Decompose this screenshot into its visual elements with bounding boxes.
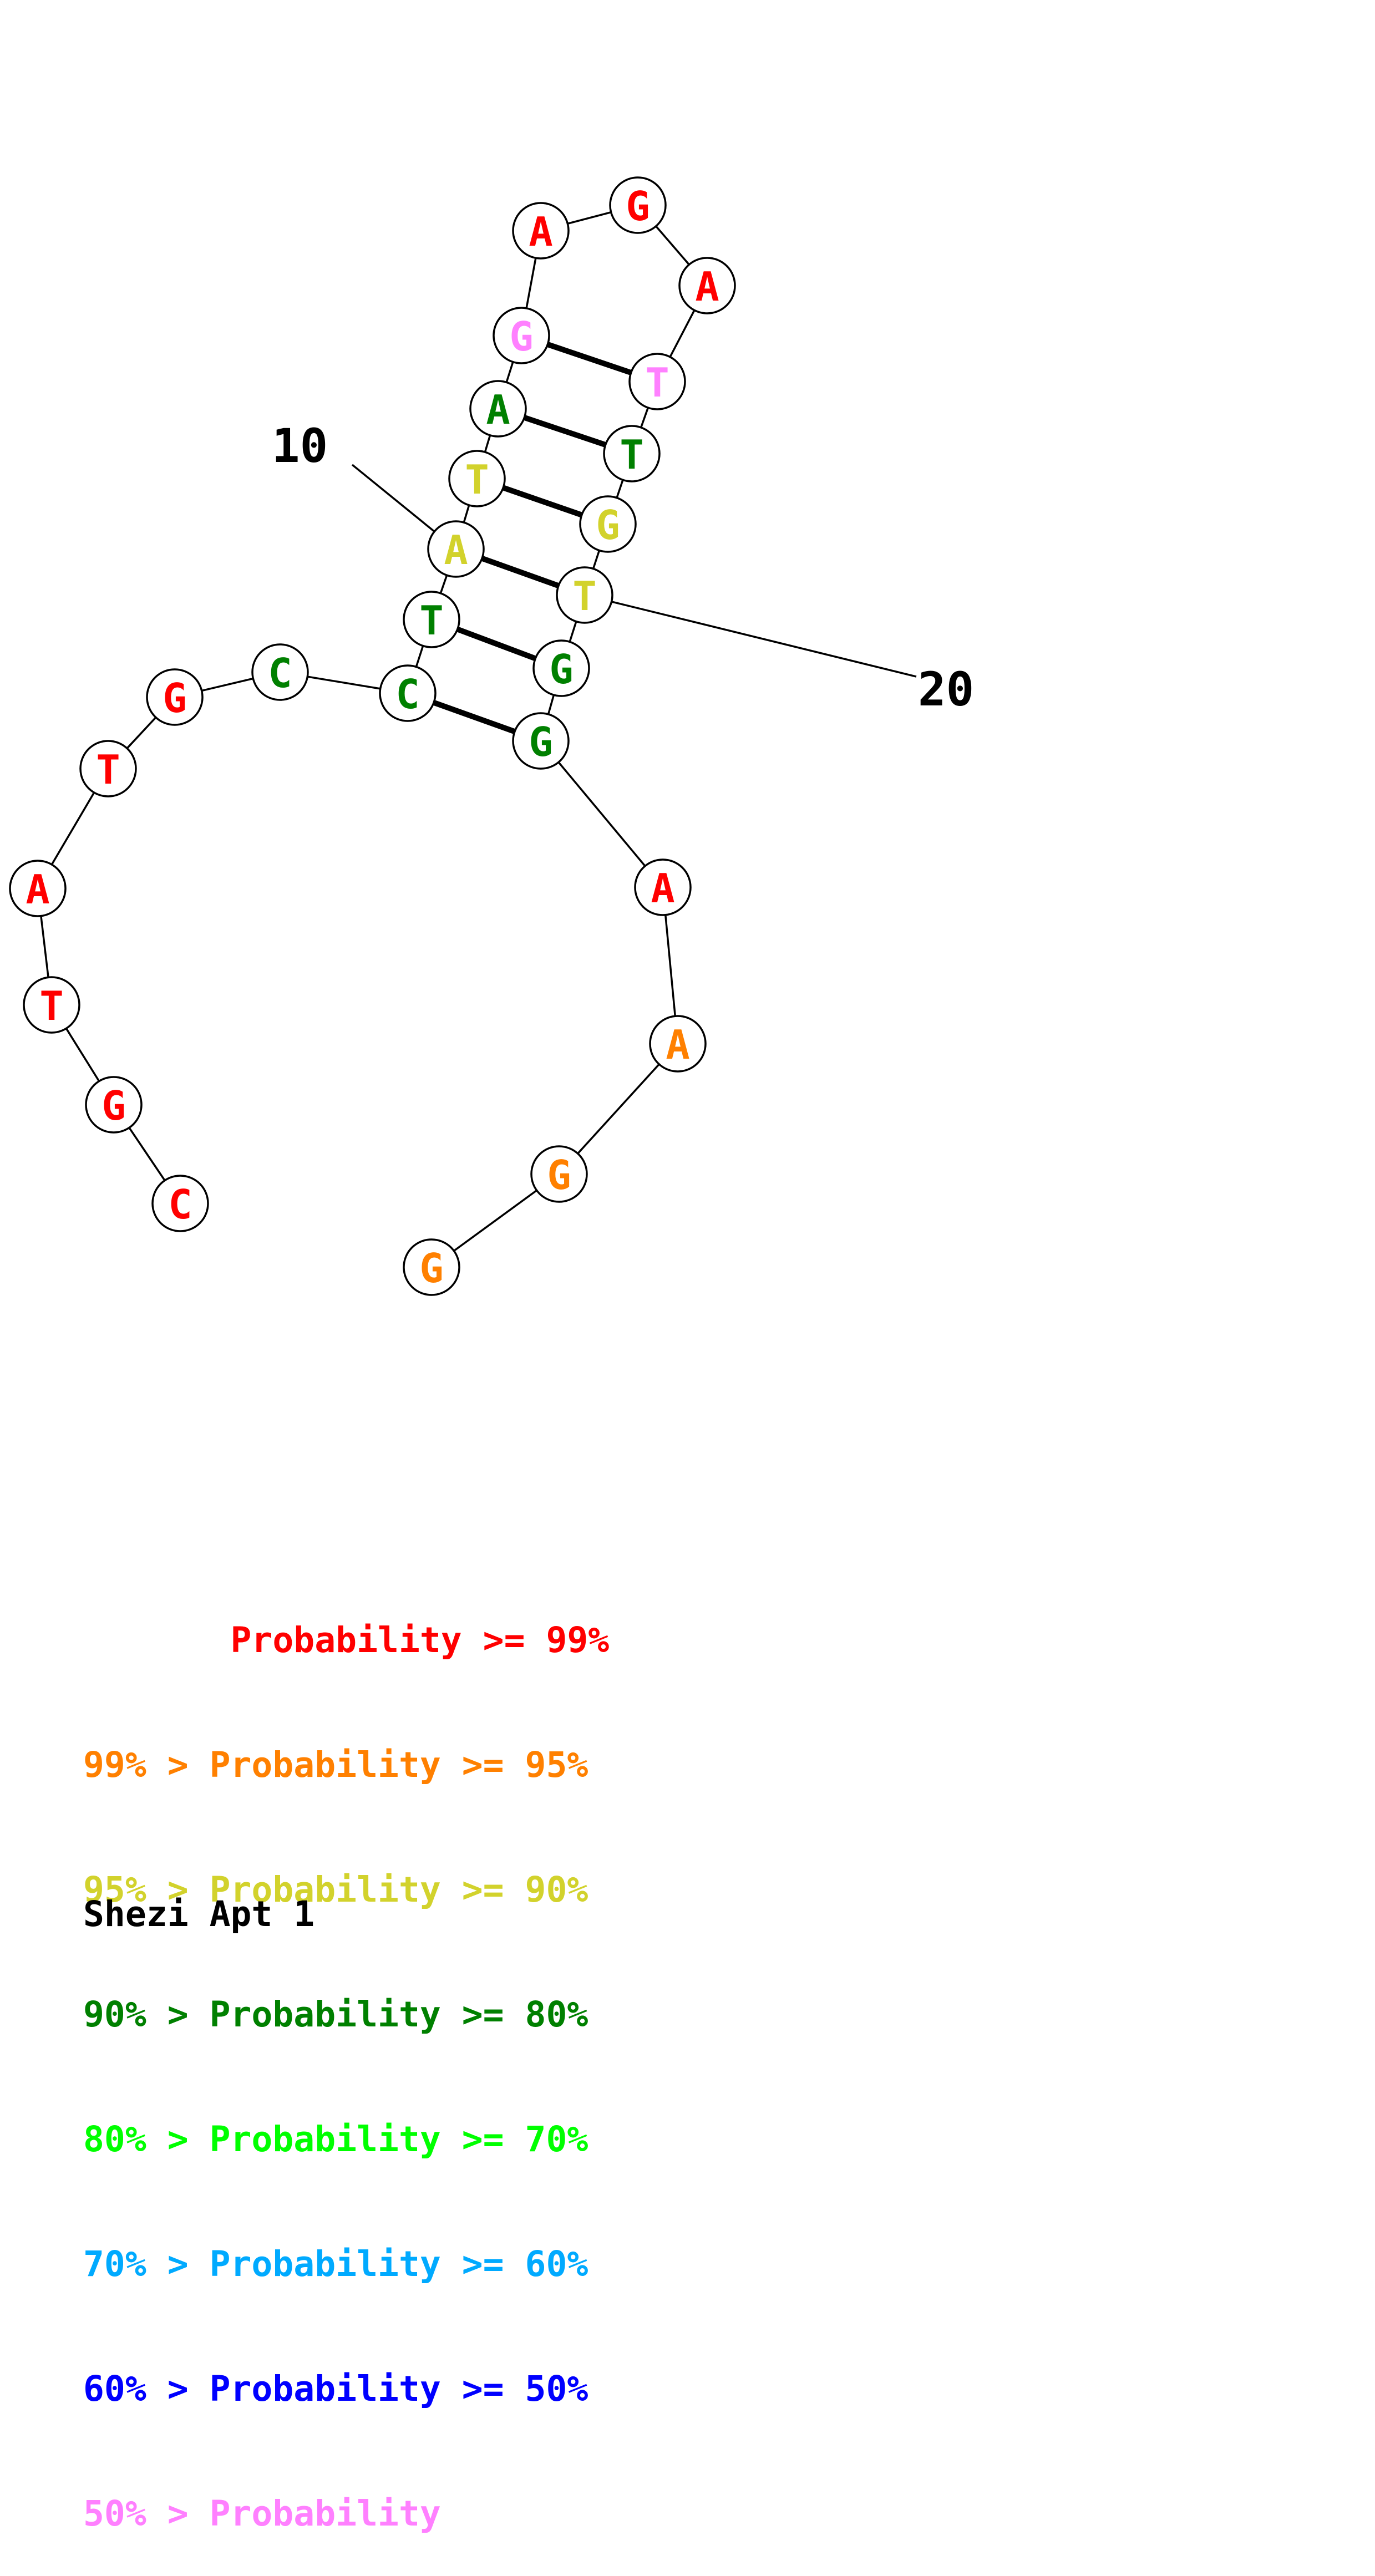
nucleotide-base: G [626, 183, 650, 230]
nucleotide-circle [678, 257, 736, 314]
nucleotide-circle [79, 740, 137, 797]
nucleotide-circle [649, 1015, 707, 1073]
nucleotide-base: A [651, 865, 674, 912]
nucleotide-circle [403, 591, 460, 648]
nucleotide-circle [379, 664, 437, 722]
nucleotide-5: T [79, 740, 137, 797]
legend-entry: 60% > Probability >= 50% [83, 2369, 588, 2409]
nucleotide-4: A [9, 860, 67, 917]
nucleotide-21: G [532, 639, 590, 697]
nucleotide-circle [634, 858, 692, 916]
nucleotide-base: A [529, 209, 552, 255]
nucleotide-base: A [695, 263, 719, 310]
backbone-link [540, 740, 664, 888]
nucleotide-3: T [23, 976, 80, 1034]
nucleotide-base: G [529, 719, 552, 765]
nucleotide-circle [493, 307, 550, 364]
nucleotide-19: G [579, 495, 637, 553]
nucleotide-22: G [512, 712, 570, 770]
nucleotide-base: G [419, 1245, 443, 1292]
nucleotide-10: A [427, 520, 485, 578]
nucleotide-8: C [379, 664, 437, 722]
nucleotide-circle [448, 450, 506, 507]
nucleotide-circle [530, 1145, 588, 1203]
nucleotide-16: A [678, 257, 736, 314]
diagram-title: Shezi Apt 1 [83, 1894, 315, 1934]
probability-legend: Probability >= 99% 99% > Probability >= … [83, 1536, 609, 2576]
nucleotide-circle [251, 643, 309, 701]
nucleotide-circle [469, 380, 527, 438]
nucleotide-25: G [530, 1145, 588, 1203]
nucleotide-11: T [448, 450, 506, 507]
nucleotide-base: G [509, 313, 533, 360]
nucleotide-base: T [465, 456, 489, 503]
nucleotide-14: A [512, 202, 570, 260]
nucleotide-circle [628, 353, 686, 410]
position-label-leader [584, 594, 917, 678]
legend-entry: 95% > Probability >= 90% [83, 1869, 588, 1910]
nucleotide-base: C [168, 1181, 192, 1228]
nucleotide-15: G [609, 176, 667, 234]
nucleotide-1: C [151, 1175, 209, 1232]
nucleotide-circle [579, 495, 637, 553]
nucleotide-circle [532, 639, 590, 697]
nucleotide-base: T [620, 431, 643, 478]
nucleotide-base: C [268, 650, 292, 697]
legend-entry: 90% > Probability >= 80% [83, 1994, 588, 2035]
nucleotide-circle [512, 202, 570, 260]
nucleotide-circle [556, 566, 613, 624]
nucleotide-base: A [26, 866, 49, 913]
nucleotide-18: T [603, 425, 661, 482]
legend-entry: 80% > Probability >= 70% [83, 2119, 588, 2160]
legend-entry: Probability >= 99% [83, 1620, 610, 1660]
position-label: 20 [918, 662, 974, 717]
legend-entry: 50% > Probability [83, 2493, 441, 2534]
nucleotide-6: G [146, 668, 204, 726]
nucleotide-base: A [666, 1022, 689, 1068]
nucleotide-base: T [572, 573, 596, 619]
nucleotide-circle [9, 860, 67, 917]
nucleotide-circle [512, 712, 570, 770]
legend-entry: 70% > Probability >= 60% [83, 2244, 588, 2284]
nucleotide-base: G [596, 502, 620, 548]
nucleotide-26: G [403, 1238, 460, 1296]
nucleotide-circle [85, 1076, 143, 1134]
position-labels: 10 20 [272, 419, 974, 717]
backbone-link [558, 1043, 679, 1175]
nucleotide-base: G [549, 646, 573, 693]
nucleotide-20: T [556, 566, 613, 624]
nucleotide-17: T [628, 353, 686, 410]
nucleotide-base: A [486, 387, 510, 433]
nucleotide-circle [403, 1238, 460, 1296]
nucleotide-base: G [102, 1083, 125, 1129]
nucleotide-base: T [645, 359, 669, 406]
nucleotide-base: G [547, 1152, 571, 1198]
nucleotide-13: G [493, 307, 550, 364]
nucleotide-circle [146, 668, 204, 726]
nucleotide-7: C [251, 643, 309, 701]
nucleotide-base: C [395, 671, 419, 718]
nucleotide-circle [427, 520, 485, 578]
nucleotide-23: A [634, 858, 692, 916]
legend-entry: 99% > Probability >= 95% [83, 1745, 588, 1785]
nucleotide-circle [609, 176, 667, 234]
nucleotide-base: T [96, 746, 120, 793]
nucleotide-base: G [163, 675, 186, 722]
nucleotide-base: A [444, 527, 468, 573]
nucleotide-circle [151, 1175, 209, 1232]
nucleotide-circle [603, 425, 661, 482]
nucleotide-12: A [469, 380, 527, 438]
nucleotide-circle [23, 976, 80, 1034]
position-label: 10 [272, 419, 328, 473]
nucleotide-base: T [419, 597, 443, 644]
nucleotide-2: G [85, 1076, 143, 1134]
nucleotide-9: T [403, 591, 460, 648]
nucleotide-24: A [649, 1015, 707, 1073]
nucleotide-base: T [39, 983, 63, 1029]
